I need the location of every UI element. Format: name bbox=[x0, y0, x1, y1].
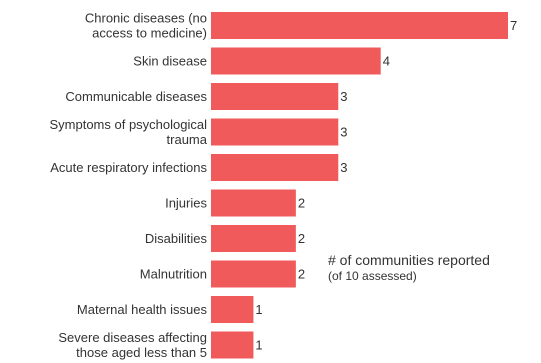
value-label: 7 bbox=[510, 18, 517, 33]
bar bbox=[211, 296, 254, 323]
category-label: Acute respiratory infections bbox=[50, 160, 207, 175]
value-label: 3 bbox=[340, 89, 347, 104]
bar bbox=[211, 12, 508, 39]
chart-annotation: # of communities reported (of 10 assesse… bbox=[328, 252, 490, 283]
category-label: Maternal health issues bbox=[77, 302, 208, 317]
bar bbox=[211, 118, 339, 146]
category-label: Severe diseases affecting those aged less… bbox=[58, 330, 207, 360]
category-label: Malnutrition bbox=[140, 267, 207, 282]
value-label: 2 bbox=[298, 231, 305, 246]
value-label: 3 bbox=[340, 160, 347, 175]
bar bbox=[211, 189, 296, 217]
annotation-subtitle: (of 10 assessed) bbox=[328, 269, 417, 283]
category-label: Chronic diseases (no access to medicine) bbox=[85, 11, 207, 41]
value-label: 2 bbox=[298, 196, 305, 211]
value-label: 3 bbox=[340, 125, 347, 140]
category-label: Symptoms of psychological trauma bbox=[49, 117, 207, 147]
value-label: 2 bbox=[298, 267, 305, 282]
value-label: 4 bbox=[383, 54, 390, 69]
bar bbox=[211, 331, 254, 359]
category-label: Injuries bbox=[165, 196, 207, 211]
category-label: Skin disease bbox=[133, 54, 207, 69]
category-label: Communicable diseases bbox=[65, 89, 207, 104]
bar bbox=[211, 225, 296, 252]
bar bbox=[211, 47, 381, 75]
value-label: 1 bbox=[255, 302, 262, 317]
category-label: Disabilities bbox=[145, 231, 208, 246]
annotation-title: # of communities reported bbox=[328, 252, 490, 268]
bar bbox=[211, 154, 339, 181]
bar bbox=[211, 260, 296, 288]
value-label: 1 bbox=[255, 338, 262, 353]
bar bbox=[211, 83, 339, 110]
